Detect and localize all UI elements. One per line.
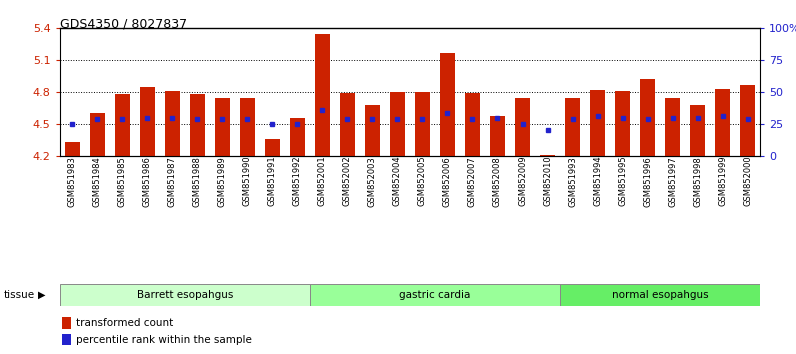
Bar [415, 92, 430, 156]
Bar [715, 89, 730, 156]
Text: GSM852000: GSM852000 [743, 156, 752, 206]
Text: GSM852009: GSM852009 [518, 156, 527, 206]
FancyBboxPatch shape [60, 284, 310, 306]
Text: GSM851995: GSM851995 [618, 156, 627, 206]
Text: GSM851987: GSM851987 [168, 156, 177, 207]
Bar [440, 53, 455, 156]
Text: GSM851986: GSM851986 [142, 156, 152, 207]
Text: GSM851988: GSM851988 [193, 156, 202, 207]
Text: GSM851989: GSM851989 [218, 156, 227, 206]
Text: ▶: ▶ [38, 290, 45, 300]
Text: GSM852004: GSM852004 [393, 156, 402, 206]
Bar [240, 98, 255, 156]
Text: GSM852003: GSM852003 [368, 156, 377, 206]
Text: GSM851994: GSM851994 [593, 156, 602, 206]
Bar [64, 142, 80, 156]
Text: GSM851996: GSM851996 [643, 156, 652, 206]
Bar [62, 334, 71, 346]
Bar [115, 94, 130, 156]
Text: GSM851990: GSM851990 [243, 156, 252, 206]
Bar [565, 98, 580, 156]
Text: GSM852007: GSM852007 [468, 156, 477, 206]
Text: GSM851983: GSM851983 [68, 156, 76, 207]
FancyBboxPatch shape [310, 284, 560, 306]
Text: GSM851997: GSM851997 [668, 156, 677, 206]
Bar [315, 34, 330, 156]
Bar [540, 155, 555, 156]
Text: GSM851991: GSM851991 [267, 156, 277, 206]
Bar [690, 105, 705, 156]
Text: tissue: tissue [4, 290, 35, 300]
Text: GSM851985: GSM851985 [118, 156, 127, 206]
Bar [290, 118, 305, 156]
Text: GSM851993: GSM851993 [568, 156, 577, 206]
Bar [465, 93, 480, 156]
Text: GSM851999: GSM851999 [718, 156, 728, 206]
Bar [515, 98, 530, 156]
Bar [62, 317, 71, 329]
Bar [640, 79, 655, 156]
Bar [365, 105, 380, 156]
Bar [189, 94, 205, 156]
Text: GSM852002: GSM852002 [343, 156, 352, 206]
Bar [490, 116, 505, 156]
Bar [215, 98, 230, 156]
Text: GSM851984: GSM851984 [92, 156, 102, 206]
Text: GSM852005: GSM852005 [418, 156, 427, 206]
Text: GSM851998: GSM851998 [693, 156, 702, 206]
Text: percentile rank within the sample: percentile rank within the sample [76, 335, 252, 345]
Bar [665, 98, 680, 156]
Bar [140, 87, 154, 156]
Text: GSM852006: GSM852006 [443, 156, 452, 206]
Bar [390, 92, 405, 156]
Text: transformed count: transformed count [76, 318, 174, 329]
Text: gastric cardia: gastric cardia [400, 290, 470, 300]
Text: GDS4350 / 8027837: GDS4350 / 8027837 [60, 18, 187, 31]
Bar [590, 90, 605, 156]
Bar [740, 85, 755, 156]
Bar [165, 91, 180, 156]
Bar [340, 93, 355, 156]
Text: GSM852008: GSM852008 [493, 156, 502, 206]
FancyBboxPatch shape [560, 284, 760, 306]
Bar [265, 139, 280, 156]
Text: GSM852001: GSM852001 [318, 156, 327, 206]
Text: Barrett esopahgus: Barrett esopahgus [137, 290, 233, 300]
Text: GSM851992: GSM851992 [293, 156, 302, 206]
Text: GSM852010: GSM852010 [543, 156, 552, 206]
Bar [90, 113, 105, 156]
Text: normal esopahgus: normal esopahgus [612, 290, 708, 300]
Bar [615, 91, 630, 156]
